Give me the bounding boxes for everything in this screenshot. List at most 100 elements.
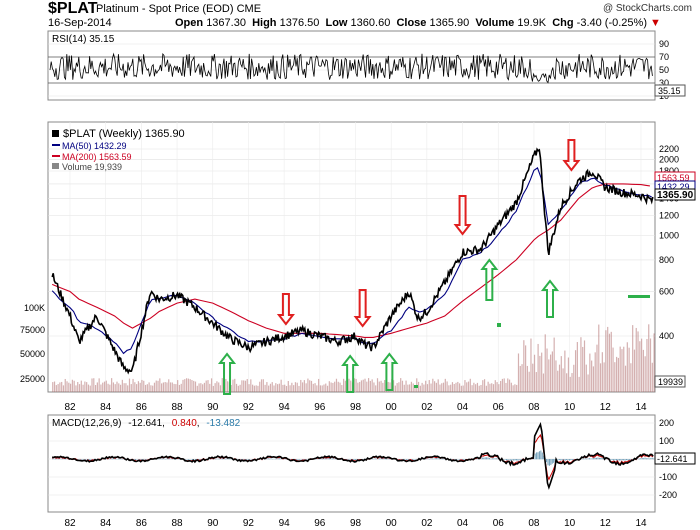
macd-histogram-bar <box>547 459 549 466</box>
macd-histogram-bar <box>573 459 575 461</box>
volume-bar <box>598 324 600 392</box>
stockcharts-credit[interactable]: @ StockCharts.com <box>602 3 692 14</box>
volume-bar <box>596 344 598 392</box>
volume-bar <box>225 379 227 392</box>
macd-histogram-bar <box>119 458 121 460</box>
volume-bar <box>403 384 405 392</box>
volume-bar <box>539 355 541 392</box>
macd-histogram-bar <box>481 457 483 460</box>
volume-bar <box>633 349 636 392</box>
volume-bar <box>237 385 239 392</box>
macd-histogram-bar <box>57 458 59 460</box>
x-axis-label: 04 <box>457 402 469 413</box>
volume-bar <box>587 374 589 392</box>
volume-bar <box>630 363 632 392</box>
x-axis-label: 98 <box>350 402 362 413</box>
macd-histogram-bar <box>169 458 171 460</box>
volume-bar <box>262 379 264 392</box>
macd-histogram-bar <box>537 452 539 460</box>
volume-bar <box>269 383 272 392</box>
macd-histogram-bar <box>623 459 625 461</box>
x-axis-label: 88 <box>172 402 184 413</box>
macd-histogram-bar <box>517 459 519 461</box>
volume-bar <box>585 364 587 392</box>
volume-bar <box>450 384 452 392</box>
volume-bar <box>162 382 164 392</box>
macd-histogram-bar <box>430 458 432 460</box>
macd-histogram-bar <box>570 459 572 461</box>
volume-bar <box>75 385 77 392</box>
volume-bar <box>467 381 470 392</box>
macd-histogram-bar <box>456 459 458 460</box>
macd-histogram-bar <box>373 458 375 460</box>
volume-bar <box>505 382 507 392</box>
volume-bar <box>119 384 122 392</box>
macd-histogram-bar <box>640 458 642 460</box>
volume-bar <box>396 383 398 392</box>
macd-histogram-bar <box>550 459 552 465</box>
volume-bar <box>409 384 411 392</box>
macd-histogram-bar <box>172 458 174 460</box>
volume-bar <box>364 378 366 392</box>
close-label: Close <box>396 17 427 29</box>
volume-bar <box>519 365 521 392</box>
volume-bar <box>398 382 400 392</box>
macd-histogram-bar <box>192 459 194 461</box>
volume-bar <box>325 383 327 392</box>
volume-bar <box>573 364 575 392</box>
macd-histogram-bar <box>90 459 92 460</box>
rsi-value-tag <box>654 84 686 97</box>
up-arrow <box>480 258 499 301</box>
volume-bar <box>384 379 386 392</box>
macd-histogram-bar <box>514 459 516 461</box>
volume-bar <box>574 350 577 392</box>
volume-bar <box>516 384 518 392</box>
x-axis-label: 90 <box>207 402 219 413</box>
volume-bar <box>526 365 528 392</box>
rsi-tick-label: 90 <box>659 39 669 49</box>
macd-histogram-bar <box>296 459 298 461</box>
macd-histogram-bar <box>600 457 602 460</box>
volume-bar <box>112 382 115 392</box>
macd-histogram-bar <box>566 459 568 460</box>
volume-bar <box>566 373 568 392</box>
macd-histogram-bar <box>596 457 598 460</box>
volume-bar <box>278 383 280 392</box>
volume-bar <box>235 383 238 392</box>
x-axis-label: 84 <box>100 402 112 413</box>
price-tick-label: 600 <box>659 287 674 297</box>
volume-bar <box>503 378 505 392</box>
macd-histogram-bar <box>616 459 618 461</box>
volume-bar <box>359 382 361 392</box>
volume-bar <box>118 383 120 392</box>
volume-bar <box>98 378 100 392</box>
macd-histogram-bar <box>491 458 493 460</box>
price-tick-label: 2200 <box>659 144 679 154</box>
macd-histogram-bar <box>553 459 555 463</box>
volume-bar <box>348 378 350 392</box>
volume-bar <box>196 385 198 392</box>
macd-histogram-bar <box>476 458 478 460</box>
macd-histogram-bar <box>65 458 67 460</box>
macd-histogram-bar <box>590 458 592 460</box>
volume-bar <box>103 381 106 392</box>
volume-value-tag-text: 19939 <box>658 377 683 387</box>
macd-histogram-bar <box>320 458 322 460</box>
volume-bar <box>87 384 90 392</box>
macd-sep-1: , <box>162 418 165 429</box>
volume-bar <box>321 385 323 392</box>
volume-bar <box>152 385 154 392</box>
macd-histogram-bar <box>52 458 54 460</box>
volume-bar <box>496 382 498 392</box>
macd-histogram-bar <box>384 458 386 460</box>
macd-histogram-bar <box>217 458 219 460</box>
volume-bar <box>187 378 189 392</box>
volume-bar <box>362 379 364 392</box>
down-arrow <box>276 293 295 326</box>
volume-bar <box>555 360 557 392</box>
macd-histogram-bar <box>220 458 222 460</box>
volume-bar <box>132 378 134 392</box>
instrument-name-text: Platinum <box>96 3 139 15</box>
volume-bar <box>127 385 129 392</box>
